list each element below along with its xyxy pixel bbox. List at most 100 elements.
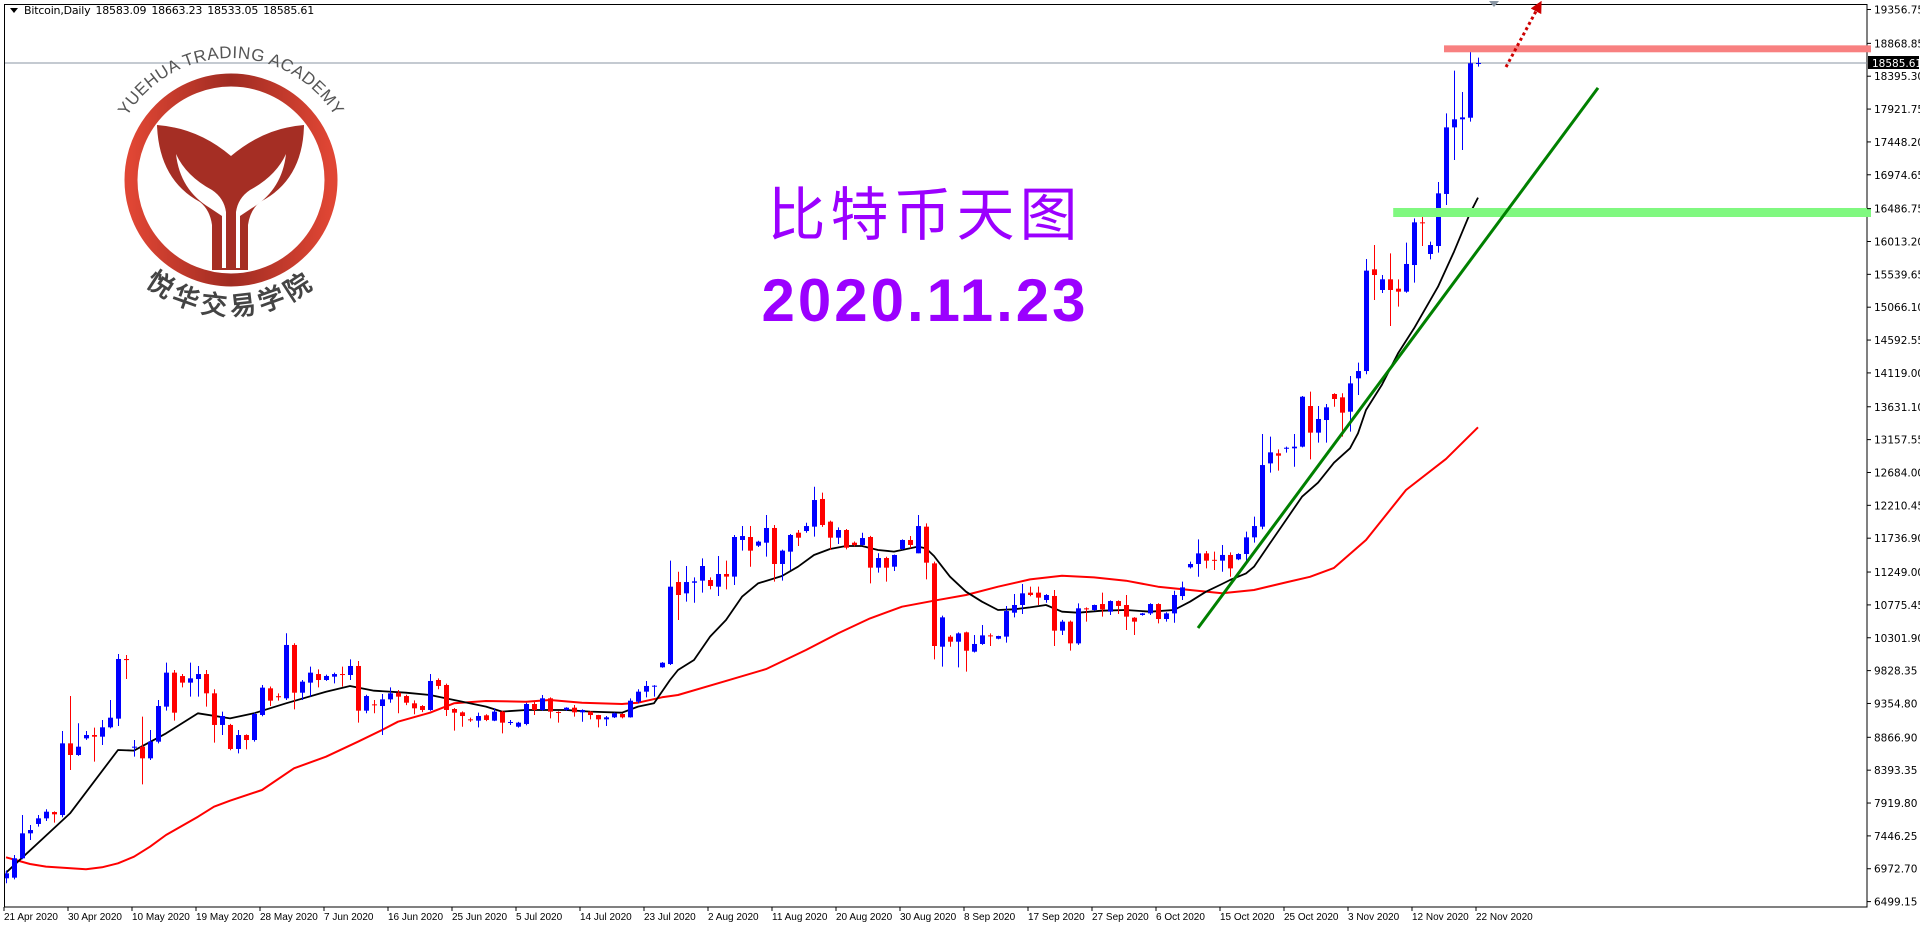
candle[interactable] [844,528,849,550]
candle[interactable] [1316,406,1321,443]
candle[interactable] [556,711,561,723]
candle[interactable] [140,716,145,785]
candle[interactable] [660,662,665,668]
candle[interactable] [620,713,625,719]
candle[interactable] [1004,605,1009,643]
candle[interactable] [92,727,97,762]
candle[interactable] [316,669,321,688]
candle[interactable] [1124,595,1129,631]
candle[interactable] [716,556,721,596]
candle[interactable] [452,707,457,731]
candle[interactable] [532,701,537,715]
candle[interactable] [900,539,905,550]
candle[interactable] [868,535,873,584]
candle[interactable] [636,689,641,704]
candle[interactable] [244,734,249,750]
candle[interactable] [1332,393,1337,407]
candle[interactable] [1404,242,1409,293]
candle[interactable] [340,666,345,687]
candle[interactable] [1196,539,1201,577]
candle[interactable] [492,708,497,722]
candle[interactable] [212,689,217,743]
candle[interactable] [1060,619,1065,636]
candle[interactable] [980,624,985,645]
candle[interactable] [276,693,281,701]
candle[interactable] [436,678,441,690]
candle[interactable] [972,635,977,653]
candle[interactable] [108,699,113,729]
candle[interactable] [1212,551,1217,571]
candle[interactable] [1396,279,1401,307]
candle[interactable] [956,632,961,668]
candle[interactable] [676,571,681,620]
candle[interactable] [812,486,817,537]
candle[interactable] [1036,586,1041,605]
candle[interactable] [428,673,433,711]
candle[interactable] [460,711,465,727]
candle[interactable] [500,710,505,734]
candle[interactable] [1252,516,1257,543]
candle[interactable] [996,635,1001,640]
candle[interactable] [188,662,193,697]
candle[interactable] [748,526,753,567]
candle[interactable] [1428,241,1433,260]
candle[interactable] [284,633,289,700]
candle[interactable] [852,541,857,547]
candle[interactable] [564,707,569,711]
candle[interactable] [764,515,769,557]
candle[interactable] [964,631,969,672]
candle[interactable] [1468,46,1473,122]
candle[interactable] [292,643,297,710]
candle[interactable] [396,689,401,714]
candle[interactable] [836,527,841,545]
candle[interactable] [1116,600,1121,615]
candle[interactable] [100,719,105,746]
candle[interactable] [1204,551,1209,569]
candle[interactable] [908,536,913,549]
candle[interactable] [1132,617,1137,636]
candle[interactable] [612,712,617,719]
candle[interactable] [1356,362,1361,396]
candle[interactable] [548,697,553,719]
candle[interactable] [740,526,745,551]
candle[interactable] [1364,258,1369,375]
candle[interactable] [724,560,729,590]
candle[interactable] [324,674,329,681]
candle[interactable] [444,683,449,717]
candle[interactable] [1140,612,1145,616]
candle[interactable] [484,714,489,722]
candle[interactable] [876,553,881,573]
candle[interactable] [588,711,593,720]
candle[interactable] [884,556,889,582]
candle[interactable] [540,694,545,711]
candle[interactable] [356,660,361,723]
candle[interactable] [1220,544,1225,572]
candle[interactable] [1100,592,1105,617]
candle[interactable] [28,825,33,840]
candle[interactable] [388,687,393,703]
candle[interactable] [180,673,185,688]
candle[interactable] [52,811,57,823]
candle[interactable] [788,534,793,571]
candle[interactable] [1340,393,1345,437]
candle[interactable] [924,523,929,580]
candle[interactable] [476,712,481,728]
candle[interactable] [1164,612,1169,622]
candle[interactable] [988,633,993,647]
candle[interactable] [252,712,257,742]
candle[interactable] [1308,391,1313,460]
candle[interactable] [516,721,521,728]
candle[interactable] [1276,449,1281,471]
candle[interactable] [524,702,529,726]
candle[interactable] [1300,396,1305,448]
candle[interactable] [404,694,409,706]
candle[interactable] [756,540,761,547]
candle[interactable] [1236,553,1241,561]
support-band[interactable] [1393,207,1871,218]
candle[interactable] [364,694,369,714]
candle[interactable] [1108,600,1113,615]
candle[interactable] [1012,594,1017,618]
candle[interactable] [1044,594,1049,603]
candle[interactable] [1476,57,1481,67]
candle[interactable] [1460,91,1465,151]
